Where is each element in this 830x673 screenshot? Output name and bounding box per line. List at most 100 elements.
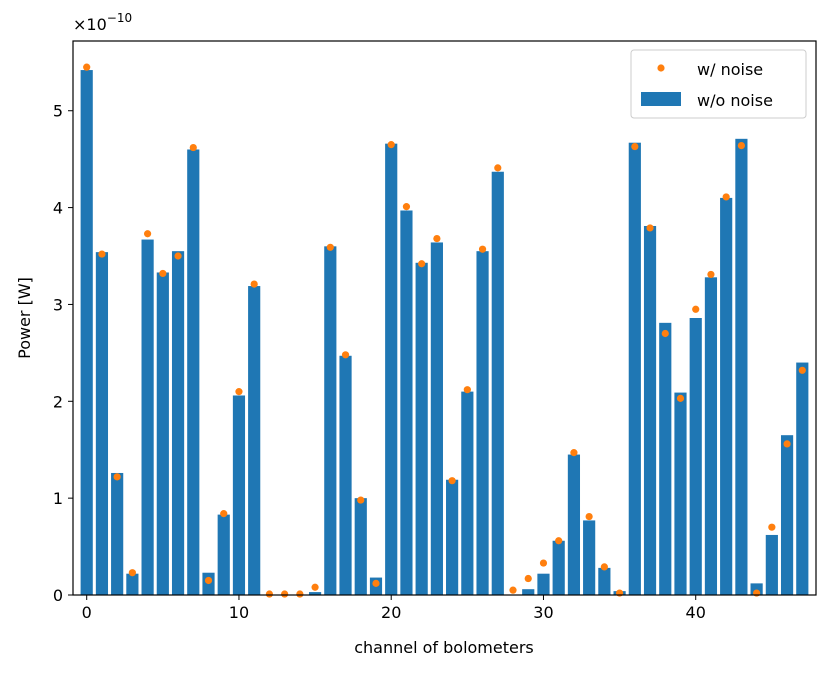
point-channel-17 <box>341 351 350 359</box>
point-channel-1 <box>98 250 106 258</box>
point-channel-15 <box>311 583 319 591</box>
bar-channel-3 <box>126 573 139 595</box>
point-channel-25 <box>463 386 471 394</box>
point-channel-23 <box>433 234 441 243</box>
bar-channel-22 <box>415 262 428 595</box>
point-channel-36 <box>631 142 639 151</box>
bar-channel-39 <box>674 392 687 595</box>
bar-channel-4 <box>141 239 154 596</box>
bar-channel-15 <box>308 592 322 595</box>
point-channel-31 <box>555 537 563 545</box>
legend-label-wo-noise: w/o noise <box>697 91 773 110</box>
point-channel-30 <box>539 559 548 567</box>
y-tick-label-3: 3 <box>53 295 63 314</box>
point-channel-0 <box>83 63 91 71</box>
x-axis-label: channel of bolometers <box>354 638 534 657</box>
plot-area <box>73 41 816 595</box>
point-channel-3 <box>128 569 136 577</box>
point-channel-11 <box>250 280 258 288</box>
bar-channel-43 <box>735 138 748 595</box>
bar-channel-29 <box>522 589 535 595</box>
bar-channel-0 <box>80 70 93 595</box>
point-channel-37 <box>646 224 654 232</box>
y-tick-label-4: 4 <box>53 199 63 218</box>
point-channel-28 <box>509 586 517 594</box>
point-channel-8 <box>204 576 213 585</box>
point-channel-33 <box>585 512 593 521</box>
bar-channel-21 <box>400 210 413 596</box>
bar-channel-17 <box>339 355 352 595</box>
legend-marker-w-noise <box>657 64 665 72</box>
plot-frame <box>72 40 817 596</box>
point-channel-41 <box>707 270 715 279</box>
bar-channel-46 <box>780 435 794 595</box>
point-channel-40 <box>692 305 700 313</box>
point-channel-9 <box>220 510 228 518</box>
point-channel-10 <box>235 388 243 396</box>
bar-channel-32 <box>567 454 581 595</box>
x-axis-ticks: 0 10 20 30 40 <box>82 595 706 622</box>
y-offset-exponent: −10 <box>107 11 132 25</box>
point-channel-26 <box>478 245 487 253</box>
bar-channel-24 <box>446 479 459 595</box>
legend: w/ noise w/o noise <box>630 49 807 119</box>
bar-channel-23 <box>430 242 443 595</box>
point-channel-12 <box>265 590 274 598</box>
x-tick-label-0: 0 <box>82 603 92 622</box>
point-channel-34 <box>600 563 608 571</box>
bar-channel-11 <box>248 286 261 595</box>
bar-channel-44 <box>750 583 763 595</box>
point-channel-14 <box>296 590 304 598</box>
point-channel-6 <box>174 252 182 260</box>
point-channel-43 <box>737 142 746 150</box>
x-tick-label-40: 40 <box>686 603 706 622</box>
y-axis-ticks: 0 1 2 3 4 5 <box>53 102 73 605</box>
bar-channel-26 <box>476 251 489 596</box>
point-channel-5 <box>159 269 167 278</box>
bar-channel-40 <box>689 318 702 595</box>
bar-channel-6 <box>171 251 185 596</box>
y-tick-label-5: 5 <box>53 102 63 121</box>
bar-channel-9 <box>217 514 230 595</box>
bar-channel-1 <box>95 252 109 595</box>
bar-channel-42 <box>720 197 733 595</box>
point-channel-7 <box>189 143 197 152</box>
point-channel-27 <box>494 164 502 172</box>
point-channel-21 <box>402 203 411 211</box>
x-tick-label-20: 20 <box>381 603 401 622</box>
bar-channel-27 <box>491 171 504 595</box>
bars-group <box>80 70 809 596</box>
bar-channel-33 <box>583 520 596 595</box>
bar-channel-20 <box>385 143 398 595</box>
bar-channel-18 <box>354 498 367 595</box>
bar-channel-10 <box>232 395 246 595</box>
bar-channel-45 <box>765 534 778 595</box>
bar-channel-5 <box>156 272 169 595</box>
point-channel-13 <box>281 590 289 598</box>
bar-channel-47 <box>796 362 809 595</box>
point-channel-4 <box>144 230 152 238</box>
point-channel-38 <box>661 329 669 338</box>
point-channel-18 <box>357 496 365 504</box>
point-channel-32 <box>570 449 578 457</box>
point-channel-45 <box>768 523 776 531</box>
x-tick-label-10: 10 <box>229 603 249 622</box>
bar-channel-38 <box>659 322 672 595</box>
point-channel-29 <box>524 574 532 583</box>
point-channel-24 <box>448 477 456 485</box>
bar-channel-25 <box>461 391 474 595</box>
point-channel-46 <box>783 440 791 448</box>
point-channel-19 <box>372 579 380 587</box>
point-channel-16 <box>326 243 334 251</box>
bar-channel-41 <box>704 277 718 595</box>
bar-channel-36 <box>628 142 641 595</box>
y-tick-label-1: 1 <box>53 489 63 508</box>
point-channel-47 <box>798 366 806 374</box>
bar-channel-30 <box>537 573 550 595</box>
y-axis-label: Power [W] <box>15 277 34 359</box>
bar-channel-2 <box>111 472 124 595</box>
point-channel-20 <box>387 141 395 149</box>
bar-channel-37 <box>643 225 657 596</box>
legend-label-w-noise: w/ noise <box>697 60 763 79</box>
